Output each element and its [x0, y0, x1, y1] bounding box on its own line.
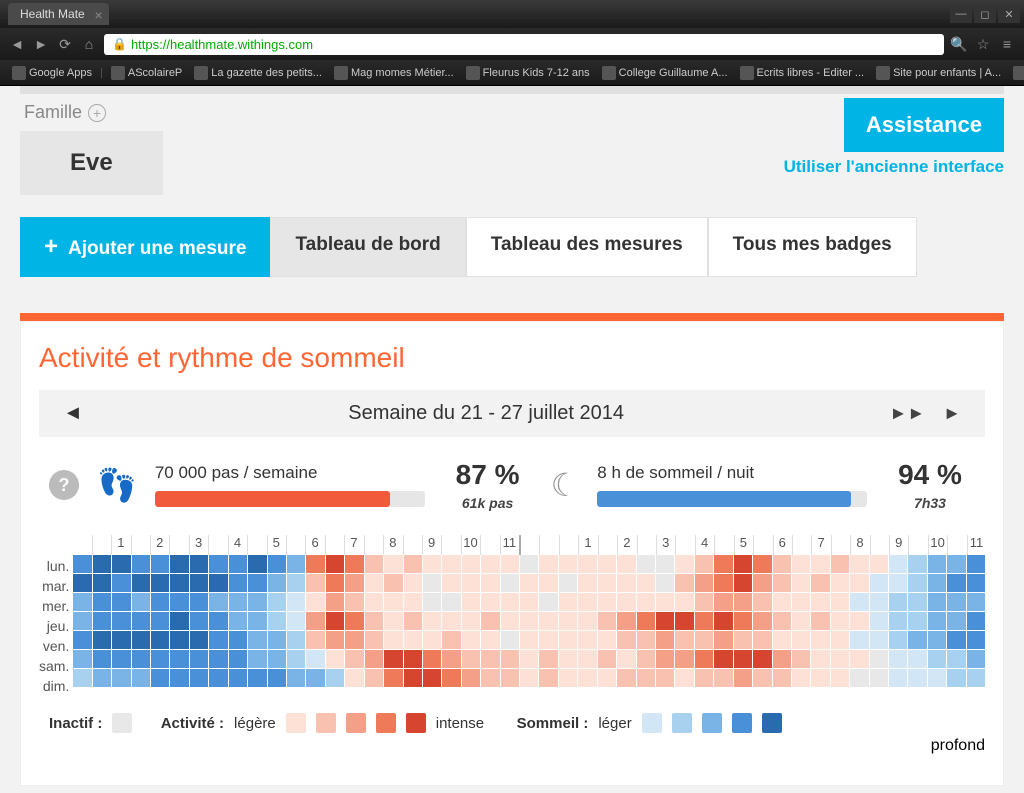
- bookmark-item[interactable]: Google Apps: [8, 64, 96, 82]
- week-navigator: ◄ Semaine du 21 - 27 juillet 2014 ►►►: [39, 390, 985, 437]
- forward-icon[interactable]: ►: [32, 36, 50, 52]
- heat-row: [73, 593, 985, 611]
- reload-icon[interactable]: ⟳: [56, 36, 74, 53]
- lock-icon: 🔒: [112, 37, 127, 51]
- heat-row: [73, 631, 985, 649]
- panel-title: Activité et rythme de sommeil: [39, 342, 985, 374]
- bookmark-item[interactable]: Autres favoris: [1009, 64, 1024, 82]
- bookmark-item[interactable]: La gazette des petits...: [190, 64, 326, 82]
- fast-forward-icon[interactable]: ►►: [890, 403, 926, 424]
- bookmark-item[interactable]: AScolaireP: [107, 64, 186, 82]
- bookmark-item[interactable]: Site pour enfants | A...: [872, 64, 1005, 82]
- prev-week-icon[interactable]: ◄: [63, 402, 83, 425]
- browser-titlebar: Health Mate× — ◻ ✕: [0, 0, 1024, 28]
- minimize-icon[interactable]: —: [950, 5, 972, 23]
- legend-deep-label: profond: [39, 737, 985, 755]
- old-ui-link[interactable]: Utiliser l'ancienne interface: [784, 158, 1004, 177]
- legend: Inactif : Activité : légèreintense Somme…: [39, 713, 985, 733]
- heat-row: [73, 669, 985, 687]
- steps-percent: 87 %: [443, 459, 533, 491]
- bookmark-item[interactable]: Mag momes Métier...: [330, 64, 458, 82]
- address-bar: ◄ ► ⟳ ⌂ 🔒 https://healthmate.withings.co…: [0, 28, 1024, 60]
- steps-icon: 👣: [97, 466, 137, 504]
- sleep-percent: 94 %: [885, 459, 975, 491]
- activity-panel: Activité et rythme de sommeil ◄ Semaine …: [20, 321, 1004, 786]
- day-label: sam.: [39, 657, 69, 675]
- moon-icon: ☾: [551, 466, 580, 504]
- user-tab[interactable]: Eve: [20, 131, 163, 195]
- heat-row: [73, 650, 985, 668]
- sleep-sub: 7h33: [885, 495, 975, 511]
- tab-measures[interactable]: Tableau des mesures: [466, 217, 708, 277]
- steps-progress-bar: [155, 491, 425, 507]
- add-family-icon[interactable]: +: [88, 104, 106, 122]
- sleep-progress-bar: [597, 491, 867, 507]
- home-icon[interactable]: ⌂: [80, 36, 98, 52]
- heatmap: lun. mar. mer. jeu. ven. sam. dim. 12345678910…: [39, 535, 985, 695]
- hour-header: 12345678910111234567891011: [73, 535, 985, 555]
- assistance-button[interactable]: Assistance: [844, 98, 1004, 152]
- next-week-icon[interactable]: ►: [943, 403, 961, 424]
- bookmark-item[interactable]: College Guillaume A...: [598, 64, 732, 82]
- close-tab-icon[interactable]: ×: [95, 7, 103, 23]
- add-measure-button[interactable]: Ajouter une mesure: [20, 217, 270, 277]
- menu-icon[interactable]: ≡: [998, 36, 1016, 52]
- tab-badges[interactable]: Tous mes badges: [708, 217, 917, 277]
- bookmark-item[interactable]: Ecrits libres - Editer ...: [736, 64, 869, 82]
- day-label: dim.: [39, 677, 69, 695]
- back-icon[interactable]: ◄: [8, 36, 26, 52]
- help-icon[interactable]: ?: [49, 470, 79, 500]
- day-label: mer.: [39, 597, 69, 615]
- steps-goal-label: 70 000 pas / semaine: [155, 463, 425, 483]
- day-label: lun.: [39, 557, 69, 575]
- star-icon[interactable]: ☆: [974, 36, 992, 53]
- maximize-icon[interactable]: ◻: [974, 5, 996, 23]
- close-icon[interactable]: ✕: [998, 5, 1020, 23]
- day-label: jeu.: [39, 617, 69, 635]
- heat-row: [73, 574, 985, 592]
- bookmarks-bar: Google Apps|AScolairePLa gazette des pet…: [0, 60, 1024, 86]
- search-icon[interactable]: 🔍: [950, 36, 968, 53]
- accent-bar: [20, 313, 1004, 321]
- day-label: mar.: [39, 577, 69, 595]
- url-field[interactable]: 🔒 https://healthmate.withings.com: [104, 34, 944, 55]
- week-label: Semaine du 21 - 27 juillet 2014: [348, 402, 624, 425]
- sleep-goal-label: 8 h de sommeil / nuit: [597, 463, 867, 483]
- heat-row: [73, 612, 985, 630]
- bookmark-item[interactable]: Fleurus Kids 7-12 ans: [462, 64, 594, 82]
- browser-tab[interactable]: Health Mate×: [8, 3, 109, 25]
- tab-dashboard[interactable]: Tableau de bord: [270, 217, 465, 277]
- steps-sub: 61k pas: [443, 495, 533, 511]
- day-label: ven.: [39, 637, 69, 655]
- main-tabs: Ajouter une mesure Tableau de bord Table…: [20, 217, 1004, 277]
- window-controls: — ◻ ✕: [950, 5, 1024, 23]
- heat-row: [73, 555, 985, 573]
